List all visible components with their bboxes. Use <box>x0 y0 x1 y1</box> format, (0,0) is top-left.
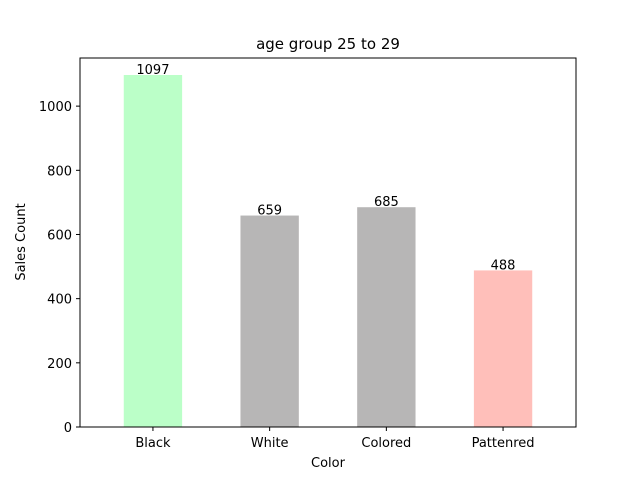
y-tick-label: 800 <box>47 164 72 179</box>
plot-frame <box>79 57 577 428</box>
chart-title: age group 25 to 29 <box>256 35 400 53</box>
data-label-black: 1097 <box>136 63 169 78</box>
bar-black <box>123 75 183 427</box>
bar-pattenred <box>473 270 533 427</box>
y-tick-labels: 0 200 400 600 800 1000 <box>39 100 80 436</box>
bars-group <box>123 75 533 427</box>
x-tick-label-white: White <box>251 436 289 451</box>
y-tick-label: 0 <box>64 421 72 436</box>
x-tick-label-colored: Colored <box>361 436 411 451</box>
x-axis-label: Color <box>311 456 346 471</box>
data-label-pattenred: 488 <box>491 258 516 273</box>
x-tick-labels: Black White Colored Pattenred <box>135 427 535 451</box>
data-label-white: 659 <box>257 204 282 219</box>
y-tick-label: 1000 <box>39 100 72 115</box>
y-tick-label: 200 <box>47 357 72 372</box>
x-tick-label-black: Black <box>135 436 171 451</box>
y-tick-label: 400 <box>47 293 72 308</box>
y-axis-label: Sales Count <box>14 203 29 280</box>
data-labels: 1097 659 685 488 <box>136 63 515 273</box>
y-tick-label: 600 <box>47 228 72 243</box>
bar-colored <box>357 207 416 427</box>
data-label-colored: 685 <box>374 195 399 210</box>
x-tick-label-pattenred: Pattenred <box>472 436 535 451</box>
bar-white <box>240 215 299 427</box>
